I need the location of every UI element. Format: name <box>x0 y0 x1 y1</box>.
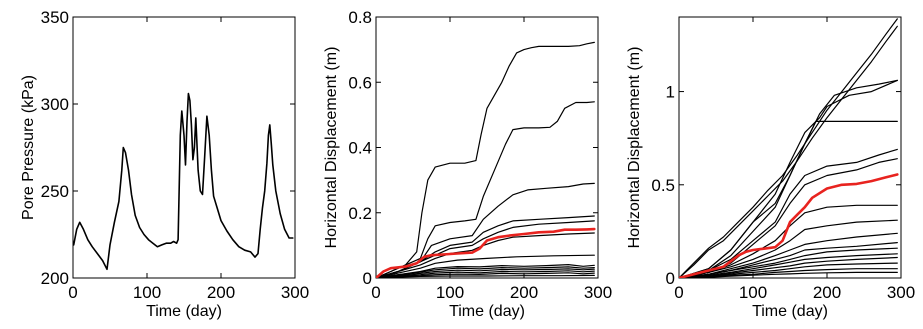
x-tick-label: 300 <box>584 283 612 302</box>
axes-box <box>72 16 296 279</box>
y-tick-label: 0.6 <box>348 73 372 92</box>
series-line <box>376 268 595 278</box>
series-line <box>679 219 898 278</box>
series-line <box>376 272 595 278</box>
series-line <box>73 92 294 271</box>
series-line <box>376 274 595 278</box>
axes-box <box>678 16 902 279</box>
series-line-highlight <box>376 227 596 278</box>
series-line-highlight <box>679 173 899 278</box>
y-axis-label: Horizontal Displacement (m) <box>626 47 643 249</box>
series-line <box>376 270 595 278</box>
series-line <box>679 25 898 278</box>
axes-box <box>375 16 599 279</box>
series-line <box>679 120 898 278</box>
y-tick-label: 0.8 <box>348 8 372 27</box>
series-line <box>679 247 898 278</box>
x-tick-label: 300 <box>281 283 309 302</box>
series-line <box>679 79 898 278</box>
y-tick-label: 200 <box>41 269 69 288</box>
x-tick-label: 0 <box>371 283 380 302</box>
x-tick-label: 200 <box>207 283 235 302</box>
chart-panel-2: 0 100 200 300 0 0.2 0.4 0.6 0.8 Time (day) Horizon… <box>323 8 612 320</box>
x-axis-label: Time (day) <box>146 303 222 320</box>
chart-panel-3: 0 100 200 300 0 0.5 1 Time (day) Horizontal Disp… <box>626 16 915 320</box>
y-tick-label: 300 <box>41 95 69 114</box>
series-group <box>73 92 294 271</box>
series-line <box>376 232 595 278</box>
series-group <box>679 18 899 278</box>
x-tick-label: 0 <box>674 283 683 302</box>
series-line <box>679 253 898 278</box>
x-axis-label: Time (day) <box>752 303 828 320</box>
series-line <box>679 148 898 278</box>
x-tick-label: 100 <box>739 283 767 302</box>
series-line <box>679 18 898 278</box>
y-tick-label: 0.2 <box>348 204 372 223</box>
x-axis-label: Time (day) <box>449 303 525 320</box>
y-tick-label: 1 <box>666 83 675 102</box>
y-tick-label: 250 <box>41 182 69 201</box>
y-tick-label: 350 <box>41 8 69 27</box>
series-line <box>376 101 595 278</box>
series-line <box>376 254 595 278</box>
y-axis-label: Horizontal Displacement (m) <box>323 47 340 249</box>
y-axis-label: Pore Pressure (kPa) <box>20 75 37 220</box>
y-tick-label: 0.4 <box>348 139 372 158</box>
x-tick-label: 200 <box>510 283 538 302</box>
series-group <box>376 41 596 278</box>
series-line <box>679 232 898 278</box>
series-line <box>376 266 595 278</box>
y-tick-label: 0 <box>666 269 675 288</box>
series-line <box>679 268 898 278</box>
x-tick-label: 200 <box>813 283 841 302</box>
x-tick-label: 100 <box>133 283 161 302</box>
series-line <box>679 271 898 278</box>
x-tick-label: 300 <box>887 283 915 302</box>
x-tick-label: 100 <box>436 283 464 302</box>
y-tick-label: 0 <box>363 269 372 288</box>
chart-panel-1: 0 100 200 300 200 250 300 350 Time (day) Pore Pre… <box>20 8 309 320</box>
series-line <box>679 262 898 278</box>
x-tick-label: 0 <box>68 283 77 302</box>
y-tick-label: 0.5 <box>651 176 675 195</box>
series-line <box>376 41 595 278</box>
